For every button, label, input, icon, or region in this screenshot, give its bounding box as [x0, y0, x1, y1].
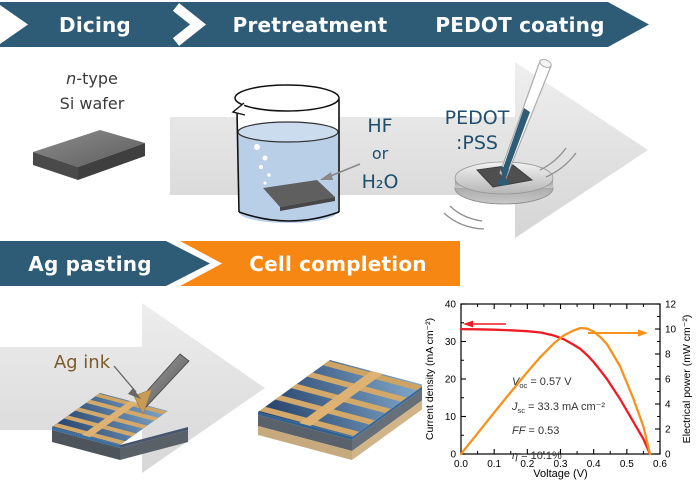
svg-text:0.6: 0.6 [653, 459, 667, 470]
bubble [267, 173, 271, 177]
iv-chart-canvas: 0.0 0.1 0.2 0.3 0.4 0.5 0.6010203040024681012V… [424, 300, 693, 481]
cell-side-gray2 [352, 388, 424, 451]
ag-wafer-side-gray2 [120, 430, 188, 460]
etch-label-h2o: H₂O [361, 171, 399, 193]
svg-text:0: 0 [665, 450, 671, 461]
beaker-liquid-bottom [239, 201, 337, 223]
svg-text:2: 2 [665, 425, 671, 436]
wafer-label-si: Si wafer [59, 94, 125, 113]
pedot-drop [500, 166, 509, 184]
spin-coater-illustration [443, 59, 577, 230]
ag-ink-label: Ag ink [53, 352, 111, 373]
spin-motion-arc [545, 152, 577, 178]
banner-separator-chevron [172, 3, 207, 46]
pen-shaft [138, 353, 190, 408]
wafer-label-type: -type [76, 69, 118, 88]
pen-nib [133, 388, 153, 415]
svg-text:8: 8 [665, 350, 671, 361]
step-label-dicing: Dicing [59, 12, 131, 37]
bubble [262, 155, 268, 161]
svg-text:20: 20 [445, 375, 457, 386]
step-label-ag-pasting: Ag pasting [28, 251, 152, 276]
wafer-top-face [33, 130, 145, 167]
banner-row2-teal-band [0, 241, 210, 286]
beaker-rim [234, 84, 340, 112]
svg-text:0.4: 0.4 [587, 459, 601, 470]
liquid-surface [237, 121, 339, 143]
chart-annotations: Voc = 0.57 V Jsc = 33.3 mA cm⁻² FF = 0.5… [512, 372, 672, 471]
annotation-ff: FF = 0.53 [512, 425, 560, 438]
etch-label-hf: HF [367, 115, 393, 137]
si-wafer-illustration [33, 130, 145, 180]
ag-pasting-illustration [52, 353, 190, 460]
banner-left-notch [0, 5, 28, 44]
step-label-pedot-coating: PEDOT coating [435, 12, 605, 37]
annotation-jsc: Jsc = 33.3 mA cm⁻² [512, 400, 606, 415]
etch-solution-label: HF or H₂O [350, 112, 410, 196]
ag-wafer-side-gray [52, 430, 120, 460]
beaker-bottom-outline [238, 211, 340, 222]
wafer-front-face [78, 143, 145, 180]
beaker-left-wall [236, 110, 240, 213]
annotation-eff: η = 10.1% [512, 450, 562, 463]
svg-text:10: 10 [445, 412, 457, 423]
beaker-spout [231, 102, 246, 116]
cell-top-face [258, 360, 424, 437]
svg-text:0.1: 0.1 [487, 459, 501, 470]
beaker-illustration [231, 84, 340, 223]
pipette-liquid [502, 108, 530, 176]
svg-text:0.5: 0.5 [620, 459, 634, 470]
spin-motion-arc [443, 212, 485, 230]
banner-row2-orange-band [180, 241, 460, 286]
svg-text:40: 40 [445, 300, 457, 311]
wafer-left-face [33, 152, 78, 180]
wafer-in-beaker [263, 180, 335, 207]
spin-motion-arc [449, 205, 483, 222]
cell-side-gray [258, 415, 352, 451]
banner-row1-band [0, 2, 649, 47]
completed-cell-illustration [258, 360, 424, 460]
svg-text:30: 30 [445, 337, 457, 348]
svg-text:4: 4 [665, 400, 671, 411]
banner-row1 [0, 2, 649, 47]
cell-side-tan2 [352, 399, 424, 460]
ag-ink-pointer-line [113, 365, 137, 393]
spin-motion-arc [539, 147, 567, 171]
iv-curve-chart: 0.0 0.1 0.2 0.3 0.4 0.5 0.6 0 10 20 30 40 0 2 4 6 8 10 12 V… [422, 293, 700, 491]
svg-text:0.3: 0.3 [554, 459, 568, 470]
si-wafer-label: n-type Si wafer [22, 66, 162, 116]
pipette-opening [539, 59, 552, 68]
svg-text:10: 10 [665, 325, 677, 336]
ag-wafer-side-blue [52, 427, 120, 448]
ag-ink-pointer-head [128, 388, 141, 399]
ag-wafer-side-blue2 [120, 427, 188, 448]
svg-text:0: 0 [450, 450, 456, 461]
pedot-label-line1: PEDOT [444, 107, 510, 129]
pedot-label-line2: :PSS [456, 132, 498, 154]
step-label-cell-completion: Cell completion [249, 251, 427, 276]
svg-text:Voltage (V): Voltage (V) [533, 468, 587, 480]
bubble [259, 165, 263, 169]
annotation-voc: Voc = 0.57 V [512, 376, 572, 391]
pedot-pss-label: PEDOT :PSS [437, 106, 517, 156]
svg-text:0.2: 0.2 [520, 459, 534, 470]
cell-side-tan [258, 426, 352, 460]
svg-text:0.0: 0.0 [454, 459, 468, 470]
svg-text:Electrical power (mW cm⁻²): Electrical power (mW cm⁻²) [681, 315, 693, 444]
cell-side-blue2 [352, 385, 424, 440]
pedot-drop-base [497, 178, 509, 186]
step-label-pretreatment: Pretreatment [232, 12, 388, 37]
svg-text:12: 12 [665, 300, 677, 311]
etch-label-or: or [371, 144, 389, 163]
bubble [263, 181, 267, 185]
svg-text:6: 6 [665, 375, 671, 386]
etch-pointer-arrow [320, 163, 361, 180]
svg-text:Current density (mA cm⁻²): Current density (mA cm⁻²) [424, 318, 436, 440]
banner-row2 [0, 241, 460, 286]
wafer-in-beaker-edge [280, 197, 335, 211]
bubble [254, 144, 260, 150]
wafer-label-n: n [66, 69, 77, 88]
cell-side-blue [258, 412, 352, 440]
